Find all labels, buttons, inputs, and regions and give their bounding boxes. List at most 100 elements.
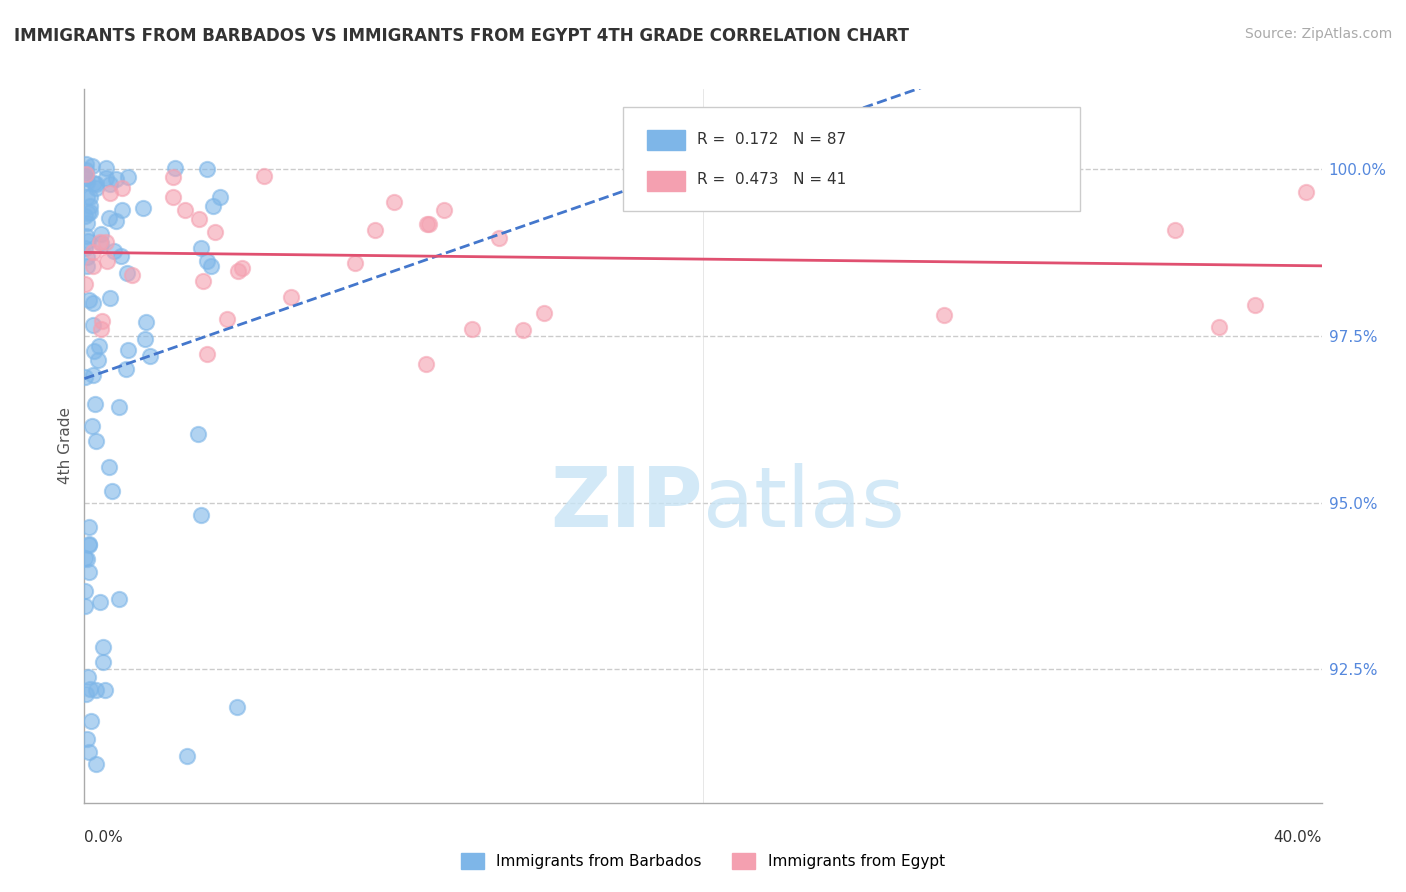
Point [79, 204, 101, 219]
Point [75, 687, 97, 701]
Point [89, 235, 111, 249]
Point [82, 318, 104, 332]
Point [533, 306, 555, 320]
Point [76, 190, 98, 204]
Point [117, 266, 139, 280]
Point [280, 290, 302, 304]
Point [104, 214, 127, 228]
Point [202, 199, 225, 213]
Point [83, 176, 105, 190]
Point [98, 186, 121, 200]
Point [97, 211, 120, 225]
Point [226, 700, 249, 714]
Point [80, 419, 103, 434]
Point [84, 397, 107, 411]
Point [98, 459, 121, 474]
Text: atlas: atlas [703, 463, 904, 543]
Text: IMMIGRANTS FROM BARBADOS VS IMMIGRANTS FROM EGYPT 4TH GRADE CORRELATION CHART: IMMIGRANTS FROM BARBADOS VS IMMIGRANTS F… [14, 27, 910, 45]
Point [75, 229, 97, 244]
Point [79, 681, 101, 696]
Y-axis label: 4th Grade: 4th Grade [58, 408, 73, 484]
Point [190, 241, 212, 255]
Point [76, 175, 98, 189]
Bar [647, 130, 686, 150]
Point [418, 217, 440, 231]
Text: Source: ZipAtlas.com: Source: ZipAtlas.com [1244, 27, 1392, 41]
Point [75, 163, 97, 178]
Point [89, 595, 111, 609]
Point [231, 261, 253, 276]
Point [488, 231, 510, 245]
Point [174, 203, 197, 218]
Point [108, 591, 131, 606]
Point [77, 566, 100, 580]
Point [77, 293, 100, 307]
Point [162, 190, 184, 204]
Point [91, 656, 114, 670]
Point [98, 291, 121, 305]
Point [90, 236, 112, 251]
Point [75, 599, 97, 614]
Point [253, 169, 276, 183]
Point [117, 343, 139, 357]
Point [77, 519, 100, 533]
Point [932, 308, 955, 322]
Point [84, 177, 107, 191]
Point [191, 275, 214, 289]
Point [75, 171, 97, 186]
Point [190, 508, 212, 523]
Point [187, 211, 209, 226]
Point [75, 583, 97, 598]
Point [79, 199, 101, 213]
Point [217, 312, 239, 326]
Point [73, 242, 96, 256]
Point [96, 254, 118, 268]
Point [110, 249, 132, 263]
Point [91, 313, 114, 327]
Point [77, 536, 100, 550]
Point [82, 368, 104, 383]
Point [77, 206, 100, 220]
Point [111, 181, 134, 195]
Point [96, 161, 118, 175]
Point [82, 259, 104, 273]
Point [135, 315, 157, 329]
Point [204, 225, 226, 239]
Point [101, 483, 124, 498]
Point [195, 161, 218, 176]
Point [1295, 185, 1317, 199]
Point [115, 361, 138, 376]
Point [94, 683, 117, 698]
Point [90, 227, 112, 241]
Point [110, 202, 132, 217]
Point [76, 216, 98, 230]
Point [77, 234, 100, 248]
Point [77, 669, 100, 683]
Point [84, 434, 107, 448]
Point [84, 682, 107, 697]
Point [75, 277, 97, 292]
Point [208, 190, 231, 204]
Point [343, 256, 366, 270]
Point [512, 323, 534, 337]
Point [925, 149, 948, 163]
Point [76, 250, 98, 264]
Point [93, 640, 115, 654]
Text: 0.0%: 0.0% [84, 830, 124, 845]
Point [104, 172, 127, 186]
Point [103, 244, 125, 258]
Point [84, 181, 107, 195]
Point [82, 296, 104, 310]
Point [75, 157, 97, 171]
Point [73, 551, 96, 566]
Point [87, 339, 110, 353]
Point [76, 259, 98, 273]
Point [364, 222, 387, 236]
Point [433, 202, 456, 217]
Point [226, 264, 249, 278]
Point [76, 551, 98, 566]
Point [165, 161, 187, 175]
Point [200, 260, 222, 274]
Point [80, 714, 103, 728]
Point [75, 170, 97, 185]
